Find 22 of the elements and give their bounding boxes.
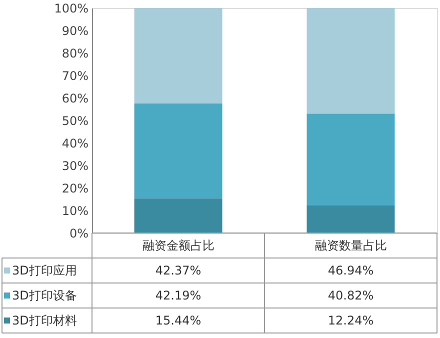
y-tick-label: 70% <box>62 69 88 83</box>
y-tick-label: 0% <box>69 226 88 240</box>
data-label: 42.37% <box>155 264 202 278</box>
legend-label: 3D打印应用 <box>12 264 77 278</box>
x-tick-label: 融资数量占比 <box>314 238 387 252</box>
legend-label: 3D打印材料 <box>12 314 77 328</box>
y-tick-label: 80% <box>62 46 88 60</box>
y-tick-label: 20% <box>62 182 88 196</box>
data-label: 40.82% <box>328 288 374 302</box>
y-tick-label: 30% <box>62 159 88 173</box>
y-tick-label: 50% <box>62 114 88 128</box>
data-label: 46.94% <box>328 264 374 278</box>
x-tick-label: 融资金额占比 <box>142 238 214 252</box>
y-tick-label: 60% <box>62 92 88 106</box>
data-label: 12.24% <box>328 314 374 328</box>
y-tick-label: 10% <box>62 204 88 218</box>
y-tick-label: 90% <box>62 24 88 38</box>
legend-label: 3D打印设备 <box>12 288 77 302</box>
data-label: 15.44% <box>155 314 202 328</box>
y-tick-label: 40% <box>62 136 88 150</box>
y-tick-label: 100% <box>54 2 88 16</box>
data-label: 42.19% <box>155 288 202 302</box>
